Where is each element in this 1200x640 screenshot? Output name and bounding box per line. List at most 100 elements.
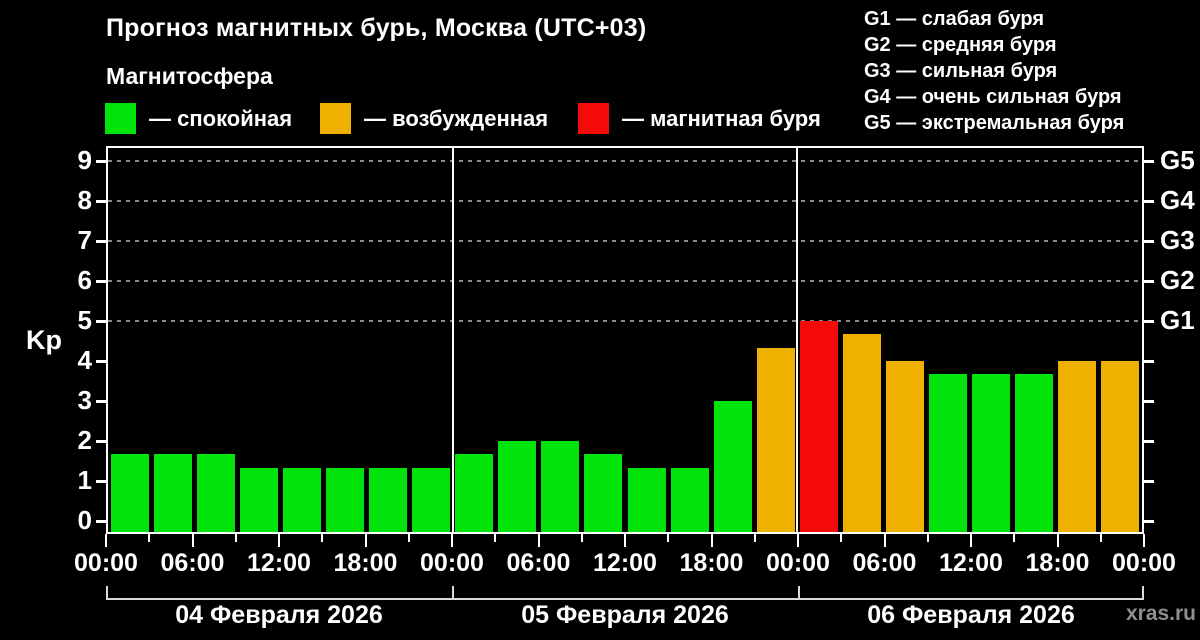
x-axis-tick — [1143, 534, 1145, 547]
kp-bar — [282, 467, 321, 532]
date-label: 04 Февраля 2026 — [175, 601, 383, 629]
page-title: Прогноз магнитных бурь, Москва (UTC+03) — [106, 14, 647, 42]
x-axis-tick — [883, 534, 886, 547]
g-scale-line-g2: G2 — средняя буря — [864, 34, 1057, 56]
y-axis-tick-label: 9 — [77, 145, 92, 175]
legend-label-quiet: — спокойная — [149, 105, 293, 131]
day-separator-line — [796, 148, 799, 532]
kp-bar — [541, 441, 580, 532]
x-axis-tick — [451, 534, 453, 547]
y-axis-tick-label: 1 — [77, 465, 92, 495]
legend-item-quiet: — спокойная — [105, 103, 292, 134]
x-axis-tick-label: 18:00 — [333, 549, 398, 577]
x-axis-tick — [840, 534, 843, 542]
x-axis-tick — [1056, 534, 1059, 547]
g-scale-legend: G1 — слабая буря G2 — средняя буря G3 — … — [864, 6, 1124, 136]
x-axis-tick-label: 06:00 — [506, 549, 571, 577]
kp-bar — [1058, 361, 1097, 532]
y-axis-tick-right — [1144, 520, 1154, 523]
y-axis-tick-label: 5 — [77, 305, 92, 335]
kp-bar — [670, 467, 709, 532]
legend-label-excited: — возбужденная — [364, 105, 549, 131]
x-axis-tick — [105, 534, 107, 547]
x-axis-tick-label: 06:00 — [160, 549, 225, 577]
gridline-g-level — [108, 320, 1142, 322]
y-axis-tick-label: 6 — [77, 265, 92, 295]
day-separator-line — [451, 148, 454, 532]
x-axis-tick — [364, 534, 367, 547]
kp-bar — [929, 374, 968, 532]
plot-area-border — [106, 146, 1144, 534]
x-axis-tick — [1013, 534, 1016, 542]
kp-bar — [799, 321, 838, 532]
excited-color-swatch — [320, 103, 351, 134]
g-level-axis-label: G5 — [1160, 145, 1195, 175]
y-axis-tick-label: 2 — [77, 425, 92, 455]
x-axis-tick — [667, 534, 670, 542]
kp-bar — [325, 467, 364, 532]
y-axis-tick-right — [1144, 160, 1154, 163]
x-axis-tick — [710, 534, 713, 547]
y-axis-tick-right — [1144, 280, 1154, 283]
kp-bar — [713, 401, 752, 532]
quiet-color-swatch — [105, 103, 136, 134]
y-axis-tick — [96, 160, 106, 163]
x-axis-tick-label: 18:00 — [1025, 549, 1090, 577]
kp-bar — [972, 374, 1011, 532]
kp-bar — [886, 361, 925, 532]
y-axis-tick-right — [1144, 320, 1154, 323]
x-axis-tick — [407, 534, 410, 542]
x-axis-tick — [797, 534, 799, 547]
x-axis-tick-label: 12:00 — [593, 549, 657, 577]
x-axis-tick-label: 12:00 — [247, 549, 311, 577]
kp-bar — [369, 467, 408, 532]
kp-bar — [1101, 361, 1140, 532]
x-axis-tick — [191, 534, 194, 547]
x-axis-tick — [624, 534, 626, 547]
y-axis-tick — [96, 400, 106, 403]
gridline-g-level — [108, 200, 1142, 202]
legend-item-excited: — возбужденная — [320, 103, 548, 134]
gridline-g-level — [108, 240, 1142, 242]
kp-bar — [756, 347, 795, 532]
storm-color-swatch — [578, 103, 609, 134]
kp-bar — [455, 454, 494, 532]
legend-label-storm: — магнитная буря — [622, 105, 821, 131]
date-axis-tick — [798, 586, 800, 598]
y-axis-tick — [96, 440, 106, 443]
date-label: 05 Февраля 2026 — [521, 601, 729, 629]
x-axis-tick-label: 00:00 — [1112, 549, 1176, 577]
date-axis-line — [106, 598, 1144, 600]
x-axis-tick — [278, 534, 280, 547]
y-axis-tick-right — [1144, 480, 1154, 483]
x-axis-tick — [926, 534, 929, 542]
y-axis-tick — [96, 200, 106, 203]
y-axis-tick-label: 7 — [77, 225, 92, 255]
kp-bar — [412, 467, 451, 532]
date-axis-tick — [1142, 586, 1144, 598]
x-axis-tick-label: 00:00 — [74, 549, 138, 577]
kp-bar — [196, 454, 235, 532]
x-axis-tick-label: 06:00 — [852, 549, 917, 577]
g-level-axis-label: G4 — [1160, 185, 1195, 215]
kp-bar — [498, 441, 537, 532]
y-axis-tick-right — [1144, 440, 1154, 443]
x-axis-tick — [753, 534, 756, 542]
x-axis-tick — [148, 534, 151, 542]
y-axis-tick-label: 8 — [77, 185, 92, 215]
y-axis-tick-label: 3 — [77, 385, 92, 415]
g-level-axis-label: G2 — [1160, 265, 1195, 295]
gridline-g-level — [108, 280, 1142, 282]
kp-bar — [1015, 374, 1054, 532]
x-axis-tick — [321, 534, 324, 542]
g-scale-line-g3: G3 — сильная буря — [864, 60, 1058, 82]
x-axis-tick-label: 12:00 — [939, 549, 1003, 577]
kp-bar — [842, 334, 881, 532]
y-axis-tick-right — [1144, 360, 1154, 363]
g-scale-line-g5: G5 — экстремальная буря — [864, 112, 1125, 134]
y-axis-tick — [96, 480, 106, 483]
x-axis-tick — [970, 534, 972, 547]
kp-bar — [239, 467, 278, 532]
